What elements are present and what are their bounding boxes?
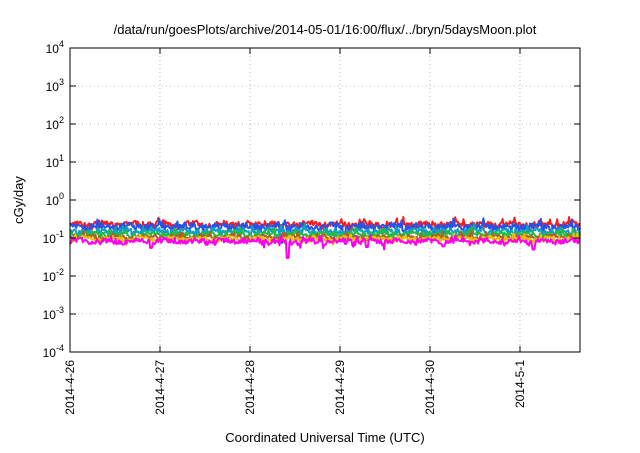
y-tick-label: 10-3 [43,305,64,322]
y-axis-label: cGy/day [11,176,26,224]
y-tick-label: 101 [46,153,64,170]
series-line-6 [69,234,581,259]
y-tick-label: 102 [46,115,64,132]
x-tick-label: 2014-4-29 [333,360,347,415]
y-tick-label: 10-1 [43,229,64,246]
x-tick-label: 2014-4-30 [423,360,437,415]
series-lines [69,215,581,259]
y-tick-label: 104 [46,39,64,56]
y-tick-label: 10-4 [43,343,64,360]
x-tick-label: 2014-4-26 [63,360,77,415]
chart-title: /data/run/goesPlots/archive/2014-05-01/1… [114,22,537,37]
ticks: 2014-4-26 2014-4-27 2014-4-28 2014-4-29 2014… [43,39,580,415]
x-axis-label: Coordinated Universal Time (UTC) [225,430,424,445]
x-tick-label: 2014-5-1 [513,360,527,408]
y-tick-label: 100 [46,191,64,208]
y-tick-label: 10-2 [43,267,64,284]
x-tick-label: 2014-4-27 [153,360,167,415]
series-line-1 [69,217,581,244]
y-tick-label: 103 [46,77,64,94]
grid-lines [69,48,580,352]
series-line-4 [69,229,581,243]
x-tick-label: 2014-4-28 [243,360,257,415]
